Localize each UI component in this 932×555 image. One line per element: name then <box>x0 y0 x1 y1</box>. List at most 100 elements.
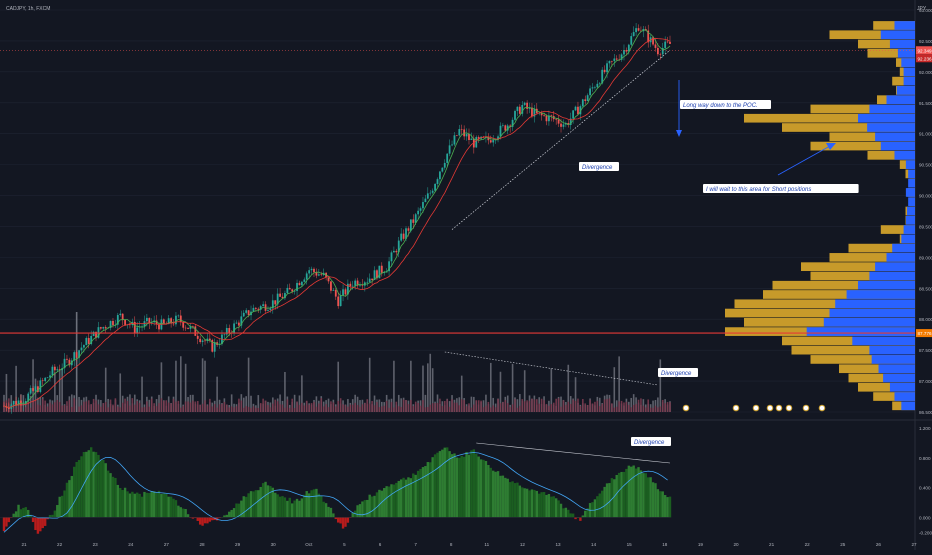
volume-bar-low <box>155 406 158 412</box>
oscillator-bar <box>504 477 507 518</box>
candle-body <box>475 137 478 148</box>
volume-bar-low <box>620 400 623 412</box>
volume-bar-low <box>85 401 88 412</box>
oscillator-bar <box>538 493 541 518</box>
volume-bar-low <box>548 405 550 412</box>
candle-body <box>262 304 265 307</box>
profile-bar-gold <box>867 48 915 58</box>
oscillator-bar <box>24 507 27 518</box>
oscillator-bar <box>550 496 553 518</box>
oscillator-bar <box>637 467 640 518</box>
last-price-sub-badge-bg <box>916 54 932 63</box>
profile-bar-blue <box>903 67 915 77</box>
oscillator-bar <box>564 507 568 518</box>
annotation-short-note: I will wait to this area for Short posit… <box>706 187 811 193</box>
volume-bar <box>618 356 620 412</box>
profile-bar-blue <box>829 308 915 318</box>
candle-body <box>637 28 640 31</box>
oscillator-bar <box>339 517 342 524</box>
candle-body <box>625 50 628 52</box>
profile-bar-gold <box>829 30 915 40</box>
volume-bar-low <box>235 406 238 412</box>
oscillator-bar <box>506 478 509 518</box>
volume-bar-low <box>385 400 388 412</box>
oscillator-bar <box>143 491 146 518</box>
profile-bar-blue <box>869 271 915 281</box>
oscillator-bar <box>552 496 555 518</box>
event-marker-icon <box>732 404 740 412</box>
volume-bar-low <box>351 404 354 412</box>
oscillator-bar <box>198 517 202 525</box>
volume-bar <box>71 394 73 412</box>
volume-bar-low <box>405 400 407 412</box>
candle-body <box>497 136 499 140</box>
oscillator-bar <box>300 498 304 518</box>
oscillator-bar <box>317 493 321 518</box>
volume-bar <box>257 395 260 412</box>
oscillator-bar <box>27 509 30 518</box>
oscillator-bar <box>523 488 526 518</box>
candle-body <box>492 140 495 143</box>
oscillator-bar <box>366 499 369 518</box>
oscillator-bar <box>157 490 161 518</box>
candle-body <box>460 129 463 130</box>
volume-bar <box>39 397 42 412</box>
candle-body <box>51 366 54 376</box>
volume-bar-low <box>361 404 364 412</box>
candle-body <box>368 278 371 282</box>
oscillator-bar <box>351 512 354 518</box>
price-tick-label: 93.000 <box>919 8 932 13</box>
volume-bar-low <box>15 407 17 412</box>
candle-body <box>518 106 521 114</box>
volume-bar-low <box>589 399 591 412</box>
volume-bar-low <box>644 407 647 412</box>
event-marker-icon <box>682 404 690 412</box>
profile-bar-blue <box>858 280 915 290</box>
candle-body <box>182 322 185 328</box>
candle-body <box>192 326 194 327</box>
oscillator-pane <box>0 447 672 534</box>
profile-bar-blue <box>894 392 915 401</box>
volume-bar-low <box>51 404 54 412</box>
up-arrow-line <box>777 145 831 176</box>
oscillator-bar <box>184 509 187 518</box>
date-tick-label: 27 <box>911 542 917 547</box>
oscillator-bar <box>223 515 226 518</box>
oscillator-bar <box>409 478 413 518</box>
date-tick-label: 12 <box>520 542 526 547</box>
candle-body <box>666 41 669 43</box>
oscillator-bar <box>7 517 11 523</box>
oscillator-bar <box>307 493 311 518</box>
candle-body <box>252 307 255 312</box>
volume-bar-low <box>228 407 231 412</box>
volume-bar-low <box>44 400 46 412</box>
currency-label: JPY <box>917 6 927 12</box>
last-price-badge-bg <box>916 46 932 55</box>
volume-bar-low <box>448 406 451 412</box>
candle-body <box>569 118 572 125</box>
candle-body <box>594 87 596 88</box>
oscillator-bar <box>344 517 347 527</box>
date-tick-label: 28 <box>199 542 205 547</box>
candle-body <box>613 58 616 62</box>
oscillator-bar <box>639 470 643 518</box>
oscillator-bar <box>73 466 76 518</box>
volume-bar <box>397 394 400 412</box>
candle-body <box>557 119 560 124</box>
volume-bar-low <box>615 406 618 412</box>
oscillator-bar <box>584 510 587 518</box>
volume-bar-low <box>347 406 349 412</box>
volume-bar <box>32 359 34 412</box>
date-tick-label: 26 <box>876 542 882 547</box>
volume-bar <box>293 394 296 412</box>
oscillator-bar <box>60 495 64 518</box>
profile-bar-blue <box>905 160 915 169</box>
volume-spike <box>75 312 78 412</box>
candle-body <box>567 123 570 125</box>
volume-bar-low <box>114 398 117 412</box>
oscillator-bar <box>278 496 282 518</box>
candle-body <box>523 102 526 105</box>
volume-bar <box>378 399 381 412</box>
volume-bar-low <box>475 400 478 412</box>
